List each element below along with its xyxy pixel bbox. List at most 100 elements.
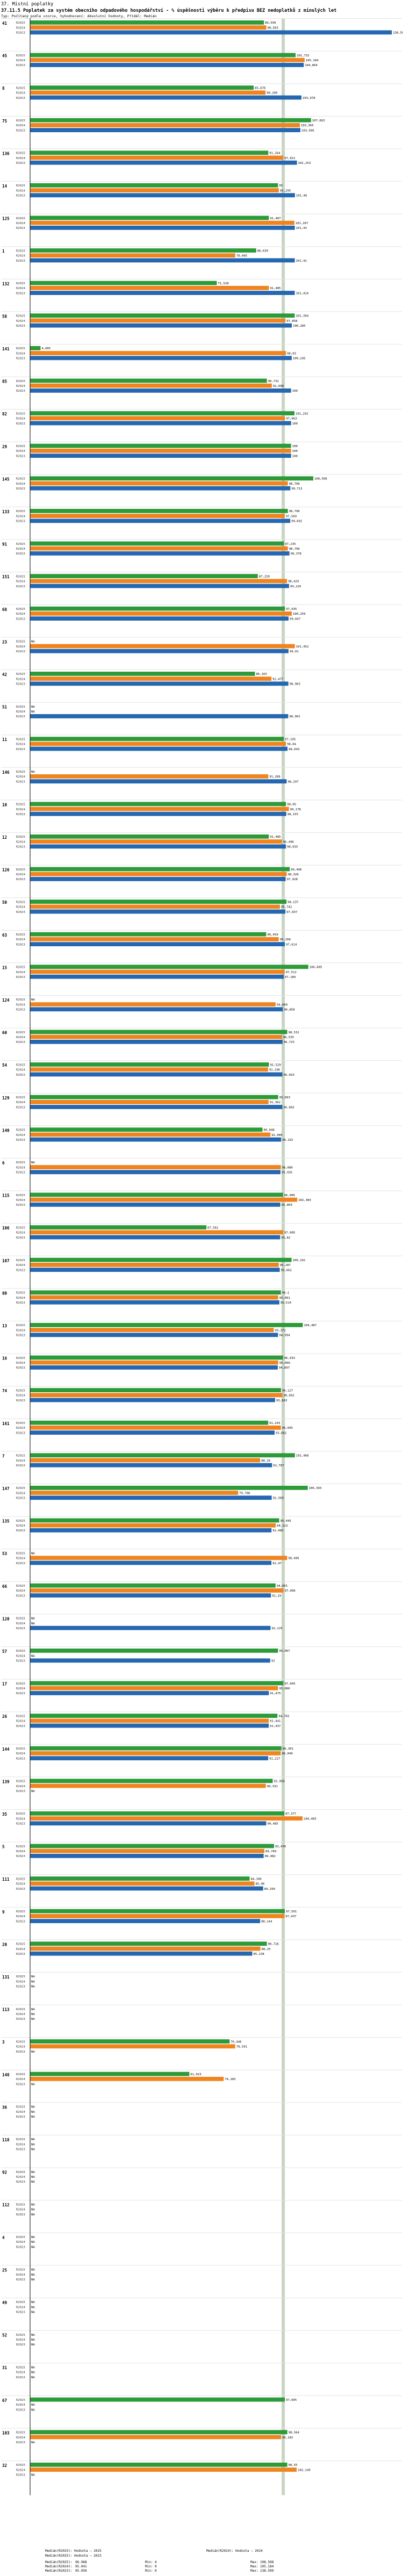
group-label: 75 (2, 119, 7, 124)
bar (30, 574, 258, 578)
value-label: 92,608 (273, 385, 284, 388)
na-label: NA (31, 2148, 35, 2152)
series-label: R2023 (16, 2311, 25, 2314)
na-label: NA (31, 706, 35, 709)
series-label: R2024 (16, 2338, 25, 2342)
series-label: R2023 (16, 97, 25, 100)
na-label: NA (31, 2111, 35, 2114)
series-label: R2024 (16, 385, 25, 388)
stats-max-r2024: Max: 105.184 (250, 2565, 274, 2568)
group-label: 7 (2, 1454, 5, 1458)
bar (30, 644, 295, 649)
bar (30, 802, 286, 807)
bar (30, 1756, 269, 1760)
group-label: 146 (2, 770, 10, 775)
bar (30, 514, 285, 518)
na-label: NA (31, 771, 35, 774)
series-label: R2025 (16, 1943, 25, 1946)
series-label: R2024 (16, 2176, 25, 2179)
series-label: R2024 (16, 1817, 25, 1821)
series-label: R2024 (16, 26, 25, 30)
series-label: R2023 (16, 585, 25, 588)
series-label: R2025 (16, 1455, 25, 1458)
bar (30, 1746, 282, 1751)
series-label: R2025 (16, 1129, 25, 1132)
series-label: R2023 (16, 1497, 25, 1500)
series-label: R2023 (16, 1236, 25, 1240)
value-label: 96,1 (282, 1292, 289, 1295)
value-label: 98,04 (287, 743, 296, 746)
value-label: 108,508 (314, 478, 327, 481)
bar (30, 454, 291, 458)
group-label: 136 (2, 151, 10, 156)
value-label: 88,25 (262, 1948, 271, 1951)
bar (30, 1300, 279, 1305)
value-label: 103,365 (301, 124, 314, 127)
value-label: 96,086 (282, 1166, 293, 1169)
bar (30, 248, 256, 253)
series-label: R2025 (16, 2334, 25, 2337)
series-label: R2024 (16, 743, 25, 746)
na-label: NA (31, 1161, 35, 1164)
series-label: R2025 (16, 1715, 25, 1718)
series-label: R2023 (16, 129, 25, 132)
bar (30, 449, 291, 453)
series-label: R2023 (16, 32, 25, 35)
stats-min-r2024: Min: 0 (145, 2565, 157, 2568)
series-label: R2025 (16, 2171, 25, 2174)
value-label: 97,189 (285, 976, 296, 979)
bar (30, 834, 269, 839)
bar (30, 2397, 285, 2402)
group-label: 106 (2, 1226, 10, 1231)
value-label: 98,564 (289, 2431, 300, 2435)
group-label: 120 (2, 1616, 10, 1621)
series-label: R2024 (16, 808, 25, 811)
bar (30, 584, 289, 588)
bar (30, 1100, 269, 1104)
na-label: NA (31, 2278, 35, 2282)
series-label: R2025 (16, 673, 25, 676)
bar (30, 1658, 270, 1663)
series-label: R2024 (16, 580, 25, 584)
bar (30, 942, 285, 946)
value-label: 96,192 (282, 1139, 293, 1142)
value-label: 96,535 (283, 1036, 294, 1039)
bar (30, 2435, 282, 2440)
series-label: R2023 (16, 1464, 25, 1467)
series-label: R2025 (16, 87, 25, 90)
series-label: R2025 (16, 2464, 25, 2467)
series-label: R2024 (16, 1329, 25, 1332)
series-label: R2025 (16, 119, 25, 123)
bar (30, 1946, 261, 1951)
bar (30, 1909, 285, 1913)
value-label: 95 (279, 184, 283, 188)
series-label: R2024 (16, 1883, 25, 1886)
bar (30, 383, 272, 388)
series-label: R2025 (16, 1682, 25, 1686)
na-label: NA (31, 2008, 35, 2011)
bar (30, 1528, 272, 1532)
series-label: R2023 (16, 1790, 25, 1793)
series-label: R2023 (16, 1171, 25, 1175)
group-label: 115 (2, 1193, 10, 1198)
value-label: 97,512 (286, 971, 297, 974)
series-label: R2024 (16, 255, 25, 258)
series-label: R2023 (16, 943, 25, 946)
value-label: 92,569 (273, 1497, 284, 1500)
series-label: R2025 (16, 1324, 25, 1327)
group-label: 31 (2, 2365, 8, 2370)
series-label: R2025 (16, 1063, 25, 1067)
bar (30, 909, 286, 914)
value-label: 88,16 (261, 1459, 270, 1463)
value-label: 98,496 (288, 1557, 299, 1560)
value-label: 98,429 (288, 580, 299, 584)
group-label: 45 (2, 54, 7, 59)
value-label: 91,487 (270, 217, 280, 220)
bar (30, 649, 289, 653)
series-label: R2023 (16, 813, 25, 816)
series-label: R2023 (16, 292, 25, 295)
na-label: NA (31, 1975, 35, 1978)
group-label: 9 (2, 1910, 5, 1915)
value-label: 91,196 (269, 1069, 280, 1072)
value-label: 97,635 (286, 608, 297, 611)
